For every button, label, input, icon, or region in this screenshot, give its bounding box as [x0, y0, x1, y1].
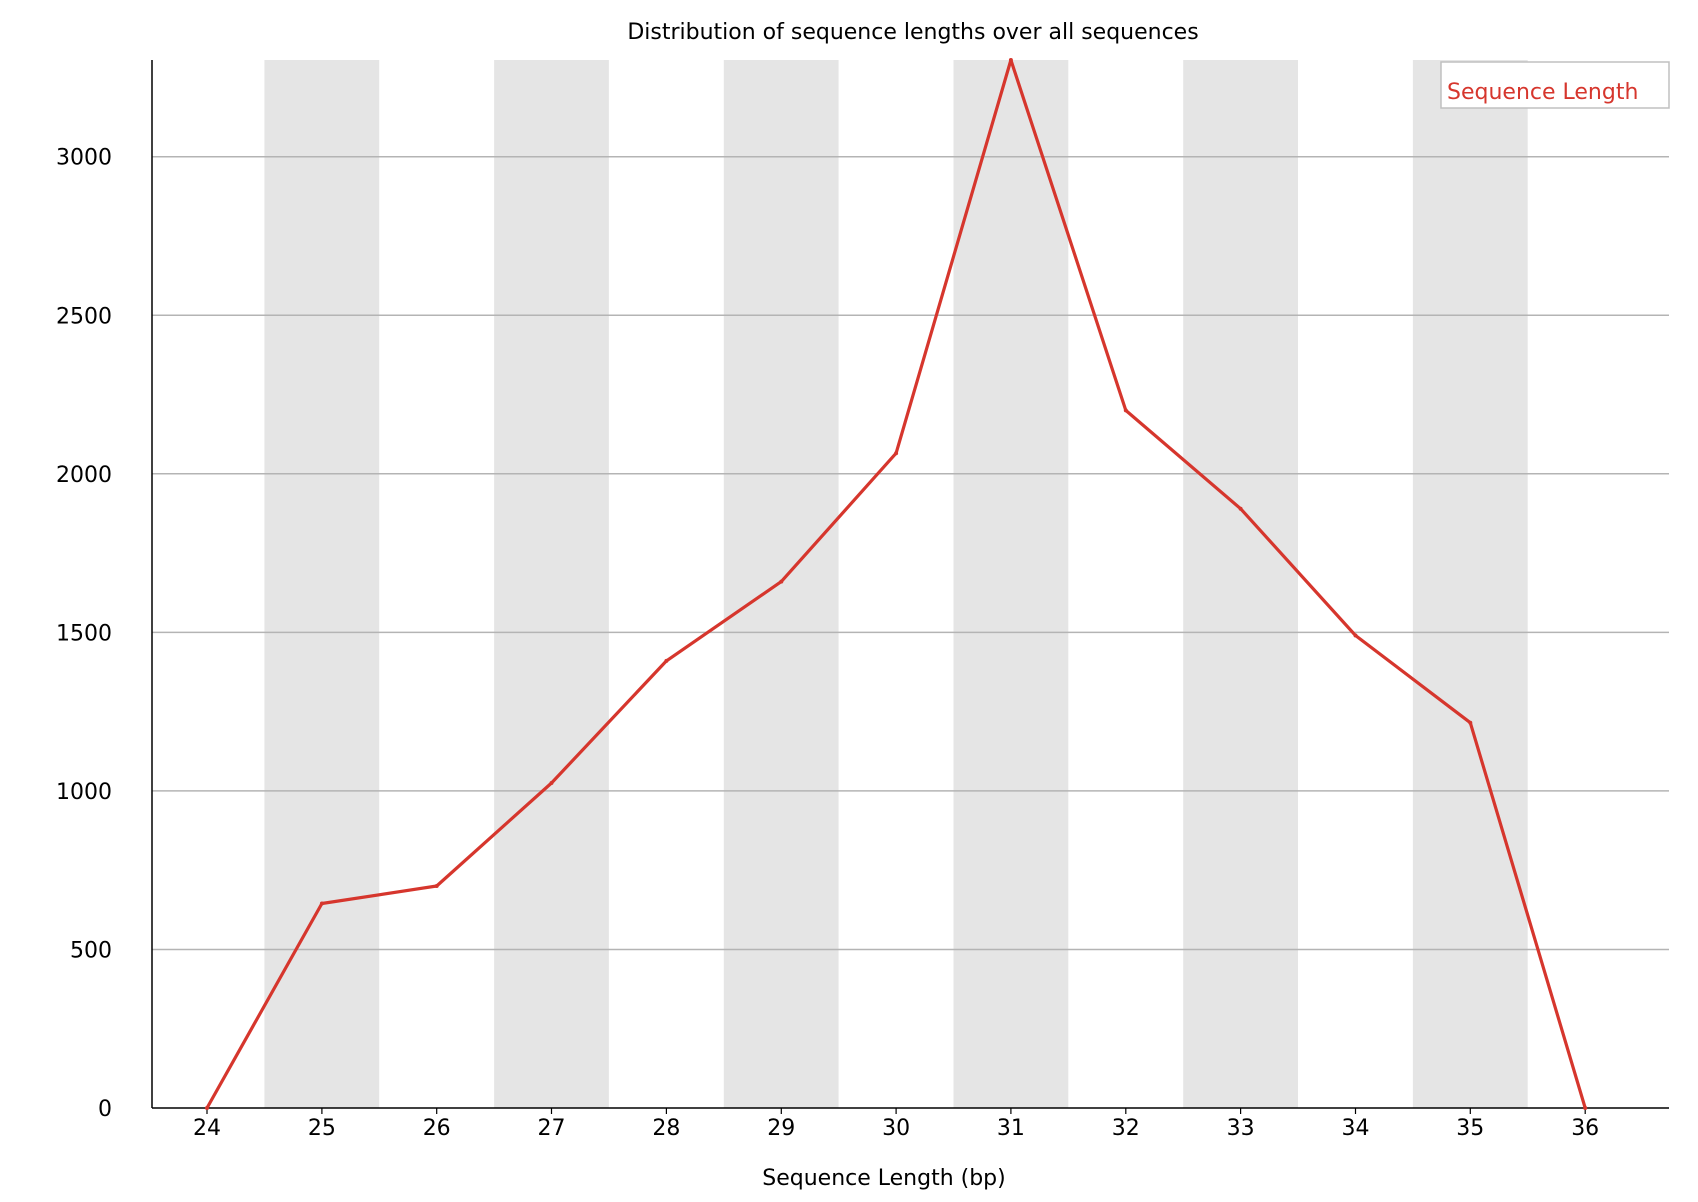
- data-point-33: [1238, 506, 1243, 511]
- data-point-32: [1123, 408, 1128, 413]
- y-tick-label-1000: 1000: [56, 780, 112, 805]
- data-point-25: [319, 901, 324, 906]
- x-tick-label-24: 24: [193, 1116, 221, 1141]
- x-tick-label-36: 36: [1571, 1116, 1599, 1141]
- x-tick-label-35: 35: [1456, 1116, 1484, 1141]
- data-point-27: [549, 781, 554, 785]
- axes: [151, 60, 1669, 1109]
- y-tick-label-2000: 2000: [56, 463, 112, 488]
- x-tick-label-28: 28: [652, 1116, 680, 1141]
- y-tick-label-2500: 2500: [56, 304, 112, 329]
- y-tick-label-0: 0: [98, 1097, 112, 1122]
- x-tick-label-33: 33: [1227, 1116, 1255, 1141]
- series-line-0: [205, 58, 1587, 1109]
- gridlines: [152, 155, 1669, 951]
- legend-box: [1440, 61, 1670, 109]
- data-point-26: [434, 884, 439, 888]
- legend: Sequence Length: [1440, 61, 1670, 109]
- data-point-29: [779, 579, 784, 584]
- chart-title: Distribution of sequence lengths over al…: [627, 20, 1198, 45]
- x-axis-ticks: 24 25 26 27 28 29 30 31 32 33 34 35 36: [193, 1108, 1599, 1141]
- band-25: [264, 60, 380, 1108]
- series-group: [205, 58, 1588, 1110]
- band-27: [494, 60, 609, 1108]
- band-35: [1412, 60, 1528, 1108]
- y-tick-label-500: 500: [70, 939, 112, 964]
- data-point-31: [1008, 58, 1013, 62]
- x-tick-label-25: 25: [308, 1116, 336, 1141]
- x-tick-label-34: 34: [1342, 1116, 1370, 1141]
- alternating-bands: [264, 60, 1528, 1108]
- x-tick-label-29: 29: [767, 1116, 795, 1141]
- band-29: [723, 60, 839, 1108]
- y-tick-label-1500: 1500: [56, 621, 112, 646]
- data-point-28: [664, 658, 669, 663]
- x-axis-label: Sequence Length (bp): [762, 1166, 1005, 1191]
- data-point-34: [1353, 633, 1358, 638]
- band-33: [1183, 60, 1298, 1108]
- data-point-35: [1468, 720, 1473, 725]
- x-tick-label-32: 32: [1112, 1116, 1140, 1141]
- x-tick-label-26: 26: [423, 1116, 451, 1141]
- data-point-24: [205, 1106, 209, 1110]
- band-31: [953, 60, 1069, 1108]
- y-axis-ticks: 0 500 1000 1500 2000 2500 3000: [56, 146, 112, 1122]
- x-tick-label-30: 30: [882, 1116, 910, 1141]
- legend-label: Sequence Length: [1447, 80, 1638, 105]
- data-point-36: [1583, 1106, 1588, 1110]
- x-tick-label-31: 31: [997, 1116, 1025, 1141]
- data-point-30: [894, 451, 899, 456]
- x-tick-label-27: 27: [538, 1116, 566, 1141]
- y-tick-label-3000: 3000: [56, 146, 112, 171]
